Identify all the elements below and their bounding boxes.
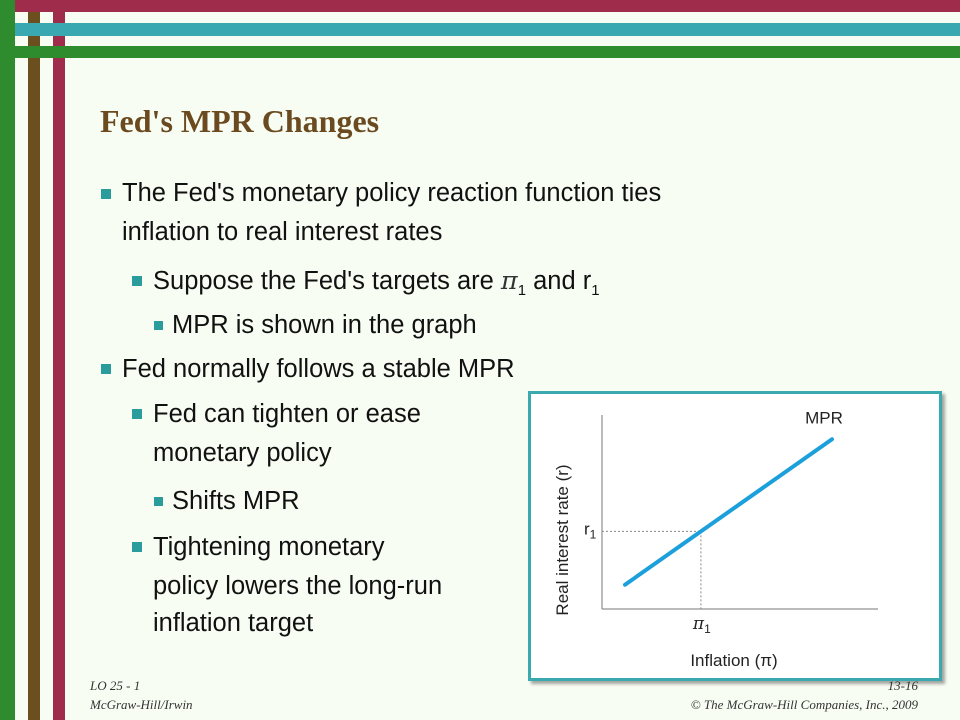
bullet-text: inflation target — [153, 609, 314, 637]
bullet-text: inflation to real interest rates — [122, 218, 443, 246]
bullet-marker — [154, 497, 163, 506]
slide-title: Fed's MPR Changes — [100, 103, 380, 139]
stripe-brown-vertical — [28, 0, 40, 720]
x-tick-label: π1 — [692, 614, 711, 636]
stripe-maroon-horizontal — [0, 0, 960, 12]
bullet-text: policy lowers the long-run — [153, 572, 443, 600]
footer-lo: LO 25 - 1 — [90, 678, 141, 693]
bullet-marker — [132, 542, 142, 552]
bullet-marker — [101, 189, 111, 199]
x-axis-title: Inflation (π) — [690, 651, 777, 670]
bullet-text: MPR is shown in the graph — [172, 311, 477, 339]
bullet-text: Tightening monetary — [153, 533, 385, 561]
mpr-chart: MPR r1 π1 Inflation (π) Real interest ra… — [553, 408, 878, 670]
bullet-marker — [154, 321, 163, 330]
bullet-text: Shifts MPR — [172, 487, 300, 515]
mpr-chart-panel: MPR r1 π1 Inflation (π) Real interest ra… — [528, 391, 942, 681]
bullet-text-targets: Suppose the Fed's targets are π1 and r1 — [153, 266, 600, 299]
footer-copyright: © The McGraw-Hill Companies, Inc., 2009 — [690, 697, 918, 712]
bullet-marker — [132, 276, 142, 286]
stripe-green-vertical — [0, 0, 15, 720]
stripe-maroon-vertical — [53, 0, 65, 720]
bullet-text: The Fed's monetary policy reaction funct… — [122, 179, 662, 207]
mpr-series-line — [623, 437, 834, 587]
bullet-text: monetary policy — [153, 439, 332, 467]
bullet-marker — [101, 364, 111, 374]
bullet-marker — [132, 409, 142, 419]
mpr-series-label: MPR — [805, 408, 843, 427]
footer-page-number: 13-16 — [887, 678, 918, 693]
bullet-text: Fed can tighten or ease — [153, 400, 421, 428]
y-tick-label: r1 — [584, 519, 597, 541]
stripe-teal-vertical — [15, 23, 28, 36]
y-axis-title: Real interest rate (r) — [553, 464, 572, 615]
footer-publisher: McGraw-Hill/Irwin — [90, 697, 193, 712]
bullet-text: Fed normally follows a stable MPR — [122, 355, 515, 383]
stripe-green-horizontal — [0, 46, 960, 58]
pi-symbol: π — [500, 266, 518, 296]
stripe-teal-horizontal — [0, 23, 960, 36]
